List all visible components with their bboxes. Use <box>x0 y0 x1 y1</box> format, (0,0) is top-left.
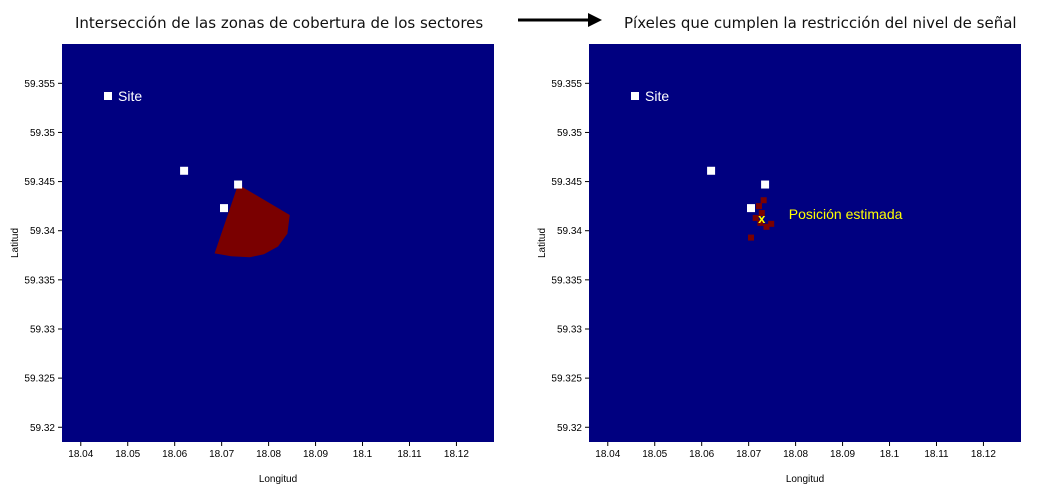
site-marker <box>747 204 755 213</box>
valid-pixel <box>755 203 762 210</box>
legend-site-marker <box>631 92 639 100</box>
site-marker <box>180 166 189 175</box>
y-tick-label: 59.325 <box>24 374 55 385</box>
y-tick-label: 59.34 <box>557 226 582 237</box>
x-tick-label: 18.09 <box>303 449 328 460</box>
x-tick-label: 18.06 <box>689 449 714 460</box>
x-tick-label: 18.12 <box>444 449 469 460</box>
estimate-marker: x <box>758 211 766 226</box>
y-tick-label: 59.32 <box>557 423 582 434</box>
y-tick-label: 59.335 <box>551 275 582 286</box>
y-tick-label: 59.35 <box>30 128 55 139</box>
y-tick-label: 59.35 <box>557 128 582 139</box>
x-tick-label: 18.05 <box>642 449 667 460</box>
x-tick-label: 18.04 <box>68 449 93 460</box>
left-caption: Intersección de las zonas de cobertura d… <box>75 14 484 32</box>
signal-level-chart: 18.04 18.05 18.06 18.07 18.08 18.09 18.1 18.11 1… <box>537 44 1021 485</box>
x-tick-label: 18.07 <box>209 449 234 460</box>
y-tick-label: 59.325 <box>551 374 582 385</box>
coverage-intersection-chart: 18.04 18.05 18.06 18.07 18.08 18.09 18.1 18.11 1… <box>10 44 494 485</box>
y-tick-label: 59.33 <box>30 324 55 335</box>
valid-pixel <box>748 234 754 241</box>
valid-pixel <box>760 197 767 204</box>
x-tick-label: 18.09 <box>830 449 855 460</box>
valid-pixel <box>752 214 759 221</box>
x-axis-label: Longitud <box>259 474 297 485</box>
x-axis-label: Longitud <box>786 474 824 485</box>
legend-site-label: Site <box>645 88 669 104</box>
x-tick-label: 18.11 <box>397 449 422 460</box>
x-tick-label: 18.05 <box>115 449 140 460</box>
valid-pixel <box>768 220 775 227</box>
site-marker <box>234 180 243 189</box>
legend: Site <box>104 88 142 104</box>
x-tick-label: 18.08 <box>256 449 281 460</box>
y-tick-label: 59.345 <box>551 177 582 188</box>
site-marker <box>220 204 228 213</box>
y-tick-label: 59.34 <box>30 226 55 237</box>
valid-pixel <box>757 219 764 226</box>
y-tick-label: 59.345 <box>24 177 55 188</box>
legend: Site <box>631 88 669 104</box>
estimate-label: Posición estimada <box>789 206 903 222</box>
y-axis-label: Latitud <box>537 228 548 258</box>
y-axis-label: Latitud <box>10 228 21 258</box>
site-marker <box>707 166 716 175</box>
right-caption: Píxeles que cumplen la restricción del n… <box>624 14 1017 32</box>
x-tick-label: 18.1 <box>353 449 373 460</box>
legend-site-marker <box>104 92 112 100</box>
x-tick-label: 18.07 <box>736 449 761 460</box>
x-tick-label: 18.06 <box>162 449 187 460</box>
right-arrow-icon <box>518 13 602 27</box>
x-tick-label: 18.12 <box>971 449 996 460</box>
site-marker <box>761 180 770 189</box>
x-tick-label: 18.11 <box>924 449 949 460</box>
plot-area <box>589 44 1021 442</box>
valid-pixel <box>763 223 770 230</box>
y-tick-label: 59.355 <box>551 79 582 90</box>
valid-pixel <box>758 210 765 217</box>
legend-site-label: Site <box>118 88 142 104</box>
y-tick-label: 59.335 <box>24 275 55 286</box>
x-tick-label: 18.1 <box>880 449 900 460</box>
y-tick-label: 59.32 <box>30 423 55 434</box>
coverage-region <box>214 184 290 258</box>
y-tick-label: 59.33 <box>557 324 582 335</box>
x-tick-label: 18.04 <box>595 449 620 460</box>
x-tick-label: 18.08 <box>783 449 808 460</box>
y-tick-label: 59.355 <box>24 79 55 90</box>
